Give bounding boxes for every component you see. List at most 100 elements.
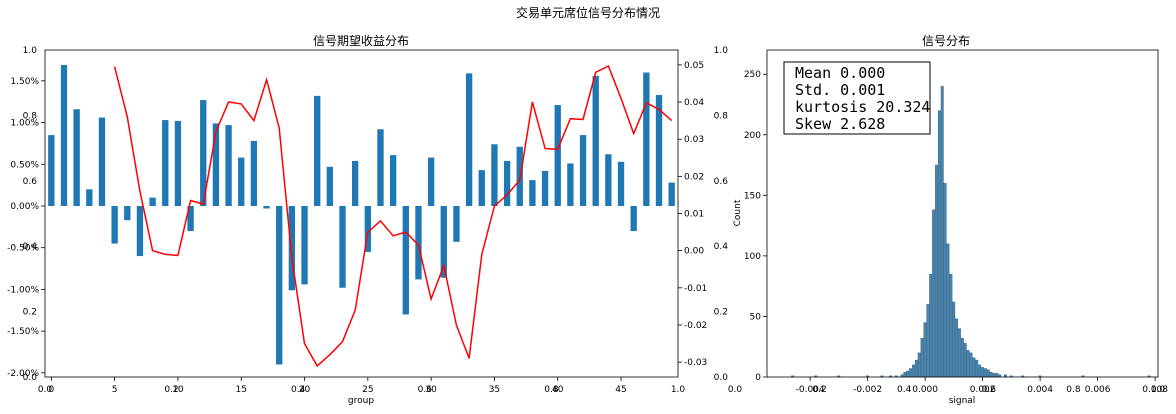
histogram-bar (940, 86, 944, 378)
right-overlay-x-tick-label: 0.4 (897, 385, 912, 395)
hist-x-tick-label: -0.004 (796, 385, 825, 395)
right-overlay-y-tick-label: 0.0 (714, 373, 729, 383)
right-overlay-y-tick-label: 0.8 (714, 111, 729, 121)
left-x-tick-label: 40 (552, 385, 564, 395)
histogram-bar (946, 243, 950, 378)
expected-return-bar (491, 144, 498, 206)
left-overlay-x-tick-label: 0.0 (38, 385, 53, 395)
stats-skew: Skew 2.628 (795, 115, 885, 133)
histogram-bar (966, 350, 970, 378)
right-overlay-y-tick-label: 0.6 (714, 177, 729, 187)
histogram-bar (923, 322, 927, 378)
stats-box: Mean 0.000 Std. 0.001 kurtosis 20.324 Sk… (783, 61, 931, 135)
expected-return-bar (276, 205, 283, 365)
left-x-tick-label: 35 (489, 385, 500, 395)
right-y-tick-label: 0.04 (684, 98, 704, 108)
stats-kurtosis: kurtosis 20.324 (795, 98, 930, 116)
histogram-bar (932, 209, 936, 378)
left-overlay-y-tick-label: 0.4 (23, 242, 38, 252)
right-axes-frame (766, 49, 1159, 378)
right-overlay-y-tick-label: 1.0 (714, 46, 729, 56)
hist-y-tick-label: 250 (744, 70, 761, 80)
left-overlay-y-tick-label: 1.0 (23, 46, 38, 56)
histogram-bar (955, 318, 959, 378)
left-y-tick-label: -0.50% (7, 244, 39, 254)
expected-return-bar (288, 205, 296, 291)
expected-return-bar (655, 95, 663, 206)
right-overlay-y-tick-label: 0.4 (714, 242, 729, 252)
hist-y-tick-label: 100 (744, 252, 761, 262)
right-overlay-x-tick-label: 0.2 (812, 385, 826, 395)
left-x-tick-label: 30 (425, 385, 437, 395)
histogram-bar (960, 338, 964, 378)
histogram-bar (914, 359, 918, 378)
expected-return-bar (60, 65, 68, 206)
right-ylabel: Count (733, 199, 743, 226)
right-y-tick-label: 0.03 (684, 135, 704, 145)
expected-return-bar (529, 180, 536, 206)
histogram-bar (963, 342, 967, 378)
expected-return-bar (98, 117, 106, 206)
histogram-bar (937, 110, 941, 378)
expected-return-bar (187, 205, 194, 232)
expected-return-bar (579, 135, 587, 206)
expected-return-bar (643, 72, 650, 206)
expected-return-bar (364, 205, 371, 252)
right-overlay-y-tick-label: 0.2 (714, 308, 728, 318)
expected-return-bar (200, 100, 207, 206)
left-chart-title: 信号期望收益分布 (313, 34, 409, 48)
expected-return-bar (668, 182, 675, 206)
left-overlay-y-tick-label: 0.0 (23, 373, 38, 383)
left-overlay-x-tick-label: 0.8 (544, 385, 559, 395)
histogram-bar (912, 364, 915, 378)
hist-x-tick-label: -0.002 (853, 385, 882, 395)
histogram-bar (909, 368, 913, 378)
histogram-bar (975, 359, 979, 378)
left-xlabel: group (348, 396, 374, 406)
stats-std: Std. 0.001 (795, 81, 885, 99)
left-x-tick-label: 5 (112, 385, 118, 395)
histogram-bar (920, 338, 924, 378)
left-axes-ticks: 0 5 10 15 20 25 30 35 40 45 -2.00% -1.50% -1.00% -0.5… (7, 61, 707, 395)
right-y-tick-label: -0.01 (684, 284, 707, 294)
histogram-bar (903, 372, 907, 378)
histogram-bar (935, 164, 938, 378)
hist-x-tick-label: 0.008 (1142, 385, 1168, 395)
left-overlay-x-tick-label: 0.4 (291, 385, 306, 395)
expected-return-bar (592, 75, 599, 206)
histogram-bar (926, 304, 930, 378)
expected-return-bar (225, 125, 232, 206)
histogram-bar (978, 364, 982, 378)
left-y-tick-label: -1.00% (7, 285, 39, 295)
expected-return-bar (136, 205, 144, 257)
hist-y-tick-label: 150 (744, 191, 761, 201)
right-overlay-x-tick-label: 0.8 (1066, 385, 1081, 395)
expected-return-bar (440, 205, 447, 278)
hist-y-tick-label: 50 (750, 312, 762, 322)
hist-x-tick-label: 0.006 (1085, 385, 1111, 395)
right-y-tick-label: -0.03 (684, 358, 707, 368)
left-y-tick-label: 1.00% (10, 119, 39, 129)
left-x-tick-label: 45 (615, 385, 626, 395)
right-overlay-x-tick-label: 0.6 (982, 385, 997, 395)
left-x-tick-label: 20 (299, 385, 311, 395)
histogram-bar (992, 373, 996, 378)
left-x-tick-label: 25 (362, 385, 373, 395)
left-overlay-frac-ticks: 0.0 0.2 0.4 0.6 0.8 1.0 0.0 0.2 0.4 0.6 0.8 1.0 (23, 46, 686, 395)
left-overlay-y-tick-label: 0.8 (23, 111, 38, 121)
right-overlay-x-tick-label: 1.0 (1151, 385, 1166, 395)
expected-return-bar (617, 161, 625, 206)
expected-return-bar (453, 205, 460, 242)
right-y-tick-label: 0.05 (684, 61, 704, 71)
hist-x-tick-label: 0.002 (970, 385, 996, 395)
expected-return-bar (250, 140, 258, 206)
expected-return-bar (402, 205, 409, 315)
expected-return-bar (389, 155, 397, 206)
histogram-bar (906, 370, 910, 378)
expected-return-bar (263, 205, 270, 209)
right-y-tick-label: 0.02 (684, 172, 704, 182)
histogram-bar (981, 367, 984, 378)
expected-return-bar (478, 170, 485, 206)
